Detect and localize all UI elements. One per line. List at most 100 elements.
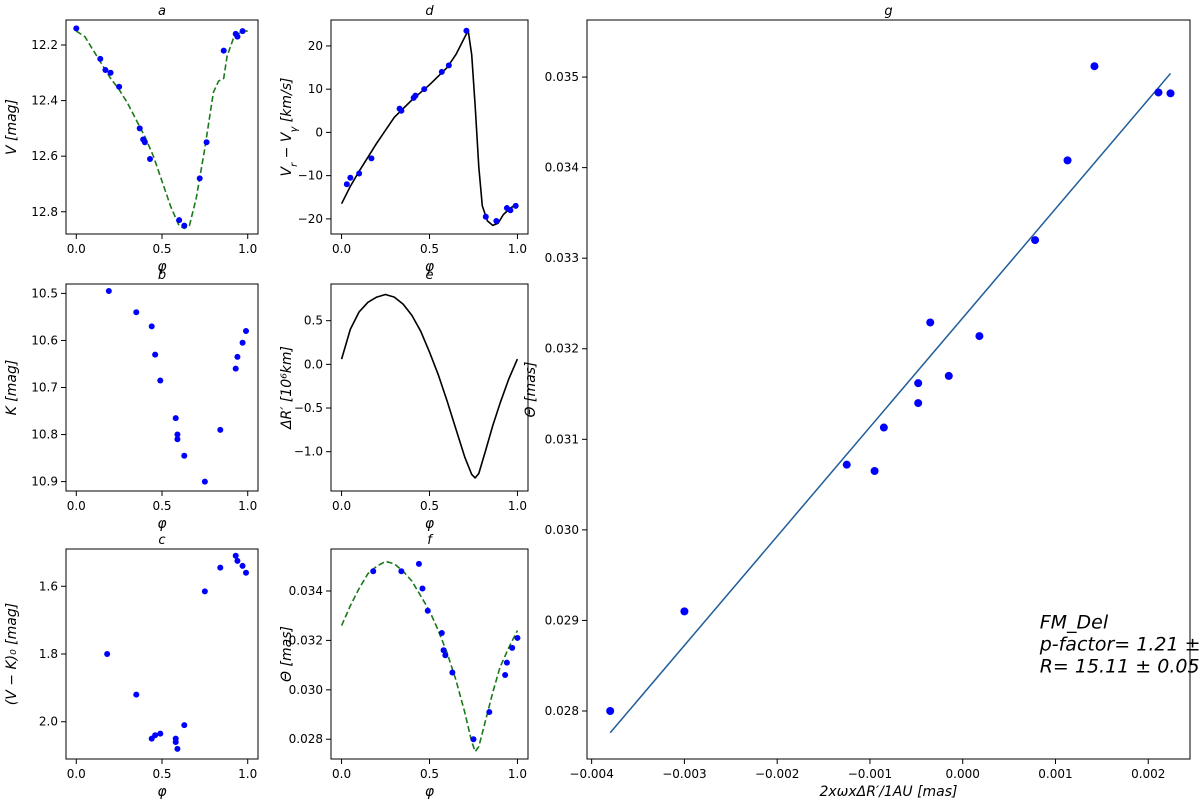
y-axis-label-f: Θ [mas] (279, 626, 295, 682)
y-axis-label-b: K [mag] (4, 360, 20, 416)
data-point (914, 399, 923, 408)
x-tick-label: 0.000 (946, 767, 980, 781)
data-point (116, 83, 123, 90)
data-point (217, 426, 224, 433)
data-point (172, 739, 179, 746)
data-point (509, 644, 516, 651)
x-tick-label: 0.0 (332, 499, 351, 513)
x-axis-label-d: φ (425, 259, 435, 275)
plot-area-b (105, 288, 249, 485)
x-tick-label: −0.002 (755, 767, 799, 781)
panel-title-e: e (426, 268, 434, 283)
data-point (914, 379, 923, 388)
data-point (152, 732, 159, 739)
x-tick-label: 0.5 (420, 242, 439, 256)
y-tick-label: 0.028 (289, 732, 323, 746)
y-tick-label: 0.5 (304, 314, 323, 328)
data-point (1166, 89, 1175, 98)
data-point (1090, 62, 1099, 71)
data-point (105, 288, 112, 295)
data-point (176, 217, 183, 224)
data-point (1154, 88, 1163, 97)
y-tick-label: −1.0 (294, 445, 323, 459)
y-tick-label: 10.7 (31, 381, 58, 395)
y-tick-label: 0.034 (289, 584, 323, 598)
data-point (503, 659, 510, 666)
data-point (201, 478, 208, 485)
y-tick-label: 0.028 (545, 704, 579, 718)
y-tick-label: 0.0 (304, 357, 323, 371)
data-point (234, 557, 241, 564)
data-point (97, 55, 104, 62)
y-tick-label: 0.030 (289, 683, 323, 697)
y-tick-label: 10 (308, 82, 323, 96)
chart-panel-f: 0.0 0.5 1.0 0.028 0.030 0.032 0.034 f φ Θ [mas] (279, 533, 529, 799)
plot-area-a (73, 25, 248, 230)
data-point (347, 174, 354, 181)
data-point (234, 33, 241, 40)
data-point (157, 377, 164, 384)
x-axis-label-g: 2xωxΔR′/1AU [mas] (819, 784, 957, 799)
data-point (398, 568, 405, 575)
x-axis-label-b: φ (157, 516, 167, 532)
y-tick-label: 12.6 (31, 149, 58, 163)
panel-title-d: d (425, 4, 434, 19)
chart-panel-e: 0.0 0.5 1.0 −1.0 −0.5 0.0 0.5 e φ ΔR′ [10⁶km] (279, 268, 529, 532)
x-tick-label: 0.5 (420, 499, 439, 513)
data-point (606, 707, 615, 716)
y-tick-label: 12.2 (31, 38, 58, 52)
y-tick-label: −10 (298, 169, 323, 183)
y-tick-label: 12.4 (31, 94, 58, 108)
x-tick-label: 0.0 (332, 767, 351, 781)
x-axis-label-c: φ (157, 784, 167, 799)
data-point (234, 353, 241, 360)
data-point (975, 332, 984, 341)
data-point (419, 585, 426, 592)
chart-panel-c: 0.0 0.5 1.0 1.6 1.8 2.0 c φ (V − K)₀ [mag] (4, 533, 259, 799)
y-axis-label-e: ΔR′ [10⁶km] (279, 346, 295, 430)
plot-area-c (104, 552, 249, 752)
chart-panel-a: 0.0 0.5 1.0 12.2 12.4 12.6 12.8 a φ V [mag] (4, 4, 259, 275)
x-tick-label: 0.0 (67, 767, 86, 781)
data-point (493, 218, 500, 225)
x-tick-label: 0.5 (152, 499, 171, 513)
data-point (944, 371, 953, 380)
data-point (133, 309, 140, 316)
data-point (449, 669, 456, 676)
x-tick-label: 0.5 (152, 242, 171, 256)
model-curve-e (340, 293, 519, 479)
chart-panel-d: 0.0 0.5 1.0 −20 −10 0 10 20 d φ Vr − Vγ [km/s] (279, 4, 529, 275)
model-curve-dashed-a (75, 30, 248, 230)
data-point (157, 730, 164, 737)
data-point (141, 139, 148, 146)
data-point (102, 67, 109, 74)
x-axis-label-f: φ (425, 784, 435, 799)
x-tick-label: 1.0 (238, 499, 257, 513)
y-tick-label: 12.8 (31, 205, 58, 219)
data-point (217, 564, 224, 571)
y-tick-label: 0 (315, 125, 323, 139)
data-point (926, 318, 935, 327)
x-tick-label: 0.0 (67, 499, 86, 513)
data-point (239, 562, 246, 569)
plot-area-e (340, 293, 519, 479)
data-point (133, 691, 140, 698)
x-tick-label: 1.0 (238, 767, 257, 781)
x-tick-label: −0.004 (569, 767, 613, 781)
y-tick-label: −0.5 (294, 401, 323, 415)
data-point (232, 552, 239, 559)
y-axis-label-a: V [mag] (4, 99, 20, 155)
data-point (507, 207, 514, 214)
y-tick-label: 10.9 (31, 475, 58, 489)
data-point (181, 452, 188, 459)
panel-title-a: a (158, 4, 166, 19)
data-point (470, 736, 477, 743)
y-tick-label: 1.6 (39, 579, 58, 593)
plot-area-g (606, 62, 1175, 734)
x-tick-label: 1.0 (508, 767, 527, 781)
data-point (514, 634, 521, 641)
y-tick-label: −20 (298, 212, 323, 226)
annotation-line-0: FM_Del (1040, 612, 1109, 634)
